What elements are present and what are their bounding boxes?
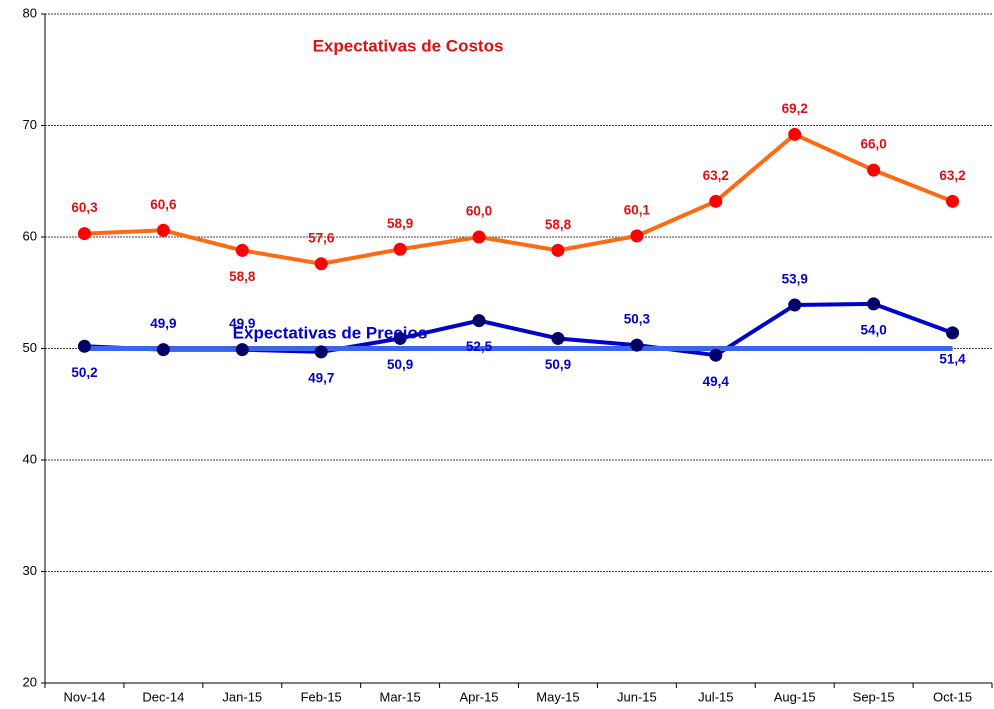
marker (314, 257, 328, 271)
x-tick-label: Jan-15 (222, 689, 262, 704)
data-label: 49,4 (703, 374, 730, 389)
marker (314, 345, 328, 359)
data-label: 69,2 (782, 101, 808, 116)
series-title: Expectativas de Precios (233, 323, 428, 342)
marker (630, 338, 644, 352)
x-tick-label: Apr-15 (460, 689, 499, 704)
marker (156, 343, 170, 357)
marker (867, 297, 881, 311)
data-label: 63,2 (939, 168, 965, 183)
data-label: 58,8 (545, 217, 572, 232)
data-label: 58,9 (387, 216, 413, 231)
marker (77, 227, 91, 241)
x-tick-label: Jul-15 (698, 689, 733, 704)
marker (235, 243, 249, 257)
data-label: 63,2 (703, 168, 729, 183)
series-title: Expectativas de Costos (313, 36, 504, 55)
data-label: 49,7 (308, 370, 334, 385)
marker (472, 230, 486, 244)
data-label: 50,3 (624, 312, 651, 327)
x-tick-label: Nov-14 (63, 689, 105, 704)
data-label: 53,9 (782, 272, 808, 287)
data-label: 60,0 (466, 204, 492, 219)
x-tick-label: Sep-15 (853, 689, 895, 704)
y-tick-label: 70 (23, 117, 37, 132)
x-tick-label: Oct-15 (933, 689, 972, 704)
series-line (84, 132, 954, 266)
y-tick-label: 20 (23, 674, 37, 689)
marker (551, 243, 565, 257)
marker (788, 127, 802, 141)
marker (946, 326, 960, 340)
data-label: 49,9 (229, 316, 255, 331)
marker (77, 339, 91, 353)
x-tick-label: May-15 (536, 689, 579, 704)
marker (235, 343, 249, 357)
data-label: 60,6 (150, 197, 177, 212)
data-label: 50,2 (71, 365, 97, 380)
data-label: 51,4 (939, 351, 966, 366)
data-label: 58,8 (229, 269, 256, 284)
y-tick-label: 30 (23, 563, 37, 578)
y-tick-label: 60 (23, 228, 37, 243)
data-label: 50,9 (545, 357, 571, 372)
x-tick-label: Aug-15 (774, 689, 816, 704)
marker (156, 223, 170, 237)
y-tick-label: 50 (23, 340, 37, 355)
data-label: 60,3 (71, 200, 98, 215)
marker (946, 194, 960, 208)
marker (788, 298, 802, 312)
marker (393, 242, 407, 256)
x-tick-label: Jun-15 (617, 689, 657, 704)
x-tick-label: Feb-15 (301, 689, 342, 704)
data-label: 57,6 (308, 230, 335, 245)
data-label: 50,9 (387, 357, 413, 372)
data-label: 49,9 (150, 316, 176, 331)
y-tick-label: 80 (23, 5, 37, 20)
marker (393, 331, 407, 345)
marker (551, 331, 565, 345)
y-tick-label: 40 (23, 451, 37, 466)
marker (630, 229, 644, 243)
marker (709, 194, 723, 208)
data-label: 66,0 (860, 137, 886, 152)
x-tick-label: Mar-15 (380, 689, 421, 704)
data-label: 54,0 (860, 322, 886, 337)
x-tick-label: Dec-14 (142, 689, 184, 704)
data-label: 60,1 (624, 202, 651, 217)
marker (472, 314, 486, 328)
marker (709, 348, 723, 362)
data-label: 52,5 (466, 339, 493, 354)
marker (867, 163, 881, 177)
